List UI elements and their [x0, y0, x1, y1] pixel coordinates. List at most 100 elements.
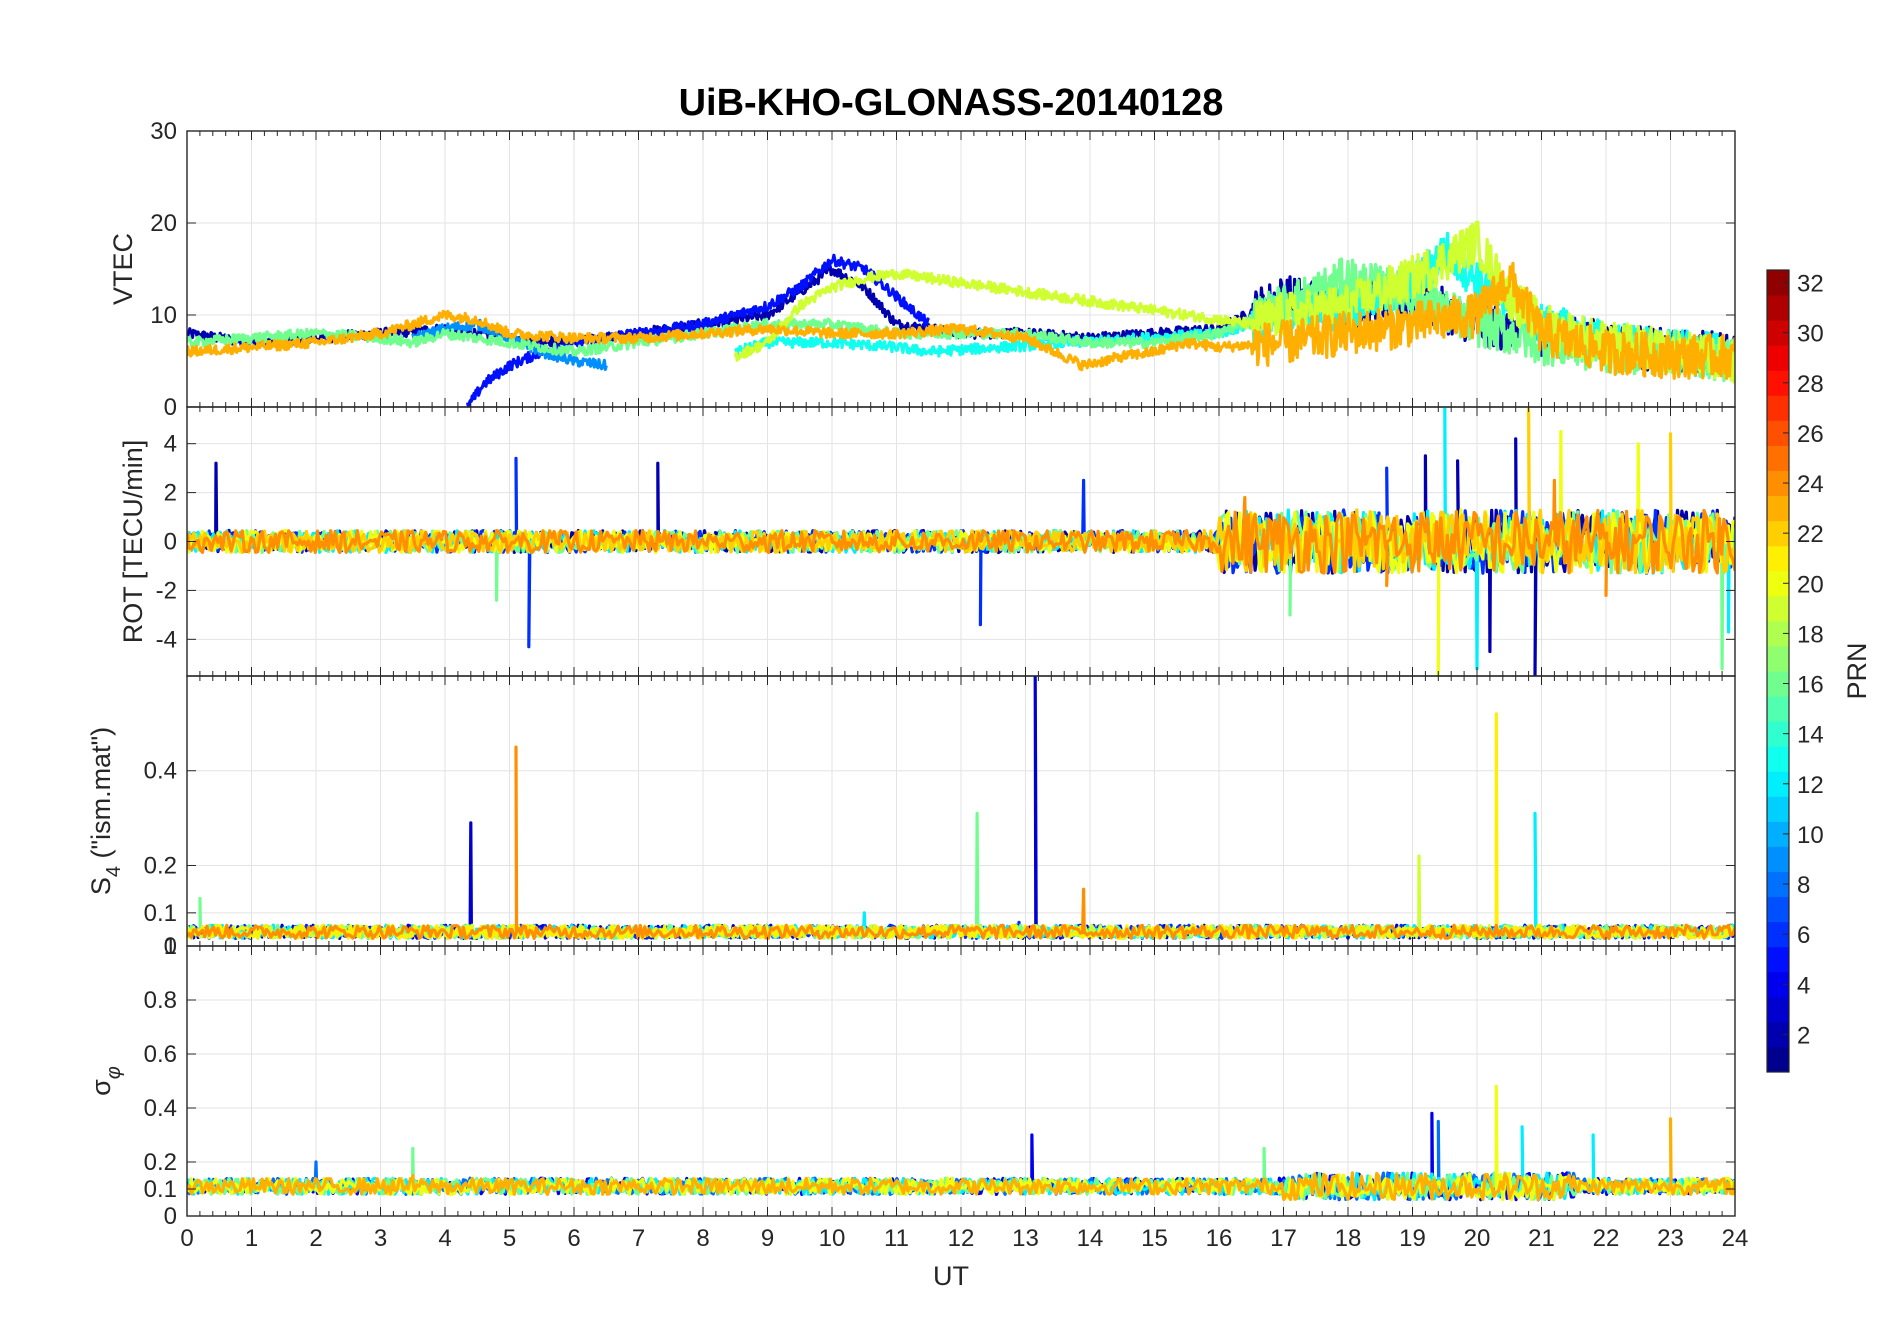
- x-tick-label: 10: [819, 1225, 846, 1252]
- y-tick-label: 0: [164, 394, 177, 421]
- colorbar-segment: [1767, 771, 1789, 797]
- colorbar-segment: [1767, 520, 1789, 547]
- series-sigma: [187, 1084, 1735, 1202]
- colorbar-segment: [1767, 796, 1789, 822]
- colorbar-segment: [1767, 320, 1789, 346]
- colorbar-tick-label: 32: [1797, 271, 1824, 298]
- colorbar-segment: [1767, 971, 1789, 998]
- colorbar-segment: [1767, 1021, 1789, 1048]
- colorbar-segment: [1767, 746, 1789, 772]
- series-vtec: [187, 220, 1735, 407]
- y-tick-label: 0: [164, 933, 177, 960]
- y-tick-label: 0: [164, 529, 177, 556]
- colorbar-segment: [1767, 395, 1789, 421]
- x-axis-label: UT: [933, 1261, 969, 1291]
- colorbar-segment: [1767, 545, 1789, 572]
- colorbar-tick-label: 26: [1797, 421, 1824, 448]
- colorbar-segment: [1767, 921, 1789, 948]
- y-axis-label-vtec: VTEC: [108, 233, 138, 305]
- x-tick-label: 0: [180, 1225, 193, 1252]
- y-tick-label: 30: [150, 118, 177, 145]
- y-ticks-s4: 0.1 0.2 0.4 0: [144, 758, 1735, 960]
- y-tick-label: 0.6: [144, 1041, 177, 1068]
- colorbar-segment: [1767, 846, 1789, 872]
- y-axis-label-s4: S4 ("ism.mat"): [86, 727, 125, 895]
- series-line-prn-23: [187, 261, 1735, 380]
- x-tick-label: 18: [1335, 1225, 1362, 1252]
- x-tick-label: 17: [1270, 1225, 1297, 1252]
- y-tick-label: 20: [150, 210, 177, 237]
- colorbar-tick-label: 28: [1797, 371, 1824, 398]
- x-tick-label: 14: [1077, 1225, 1104, 1252]
- colorbar-tick-label: 6: [1797, 922, 1810, 949]
- y-axis-label-rot: ROT [TECU/min]: [118, 440, 148, 644]
- y-tick-label: -2: [156, 577, 177, 604]
- colorbar-segment: [1767, 946, 1789, 973]
- x-tick-label: 24: [1722, 1225, 1749, 1252]
- y-tick-label: 0.1: [144, 1176, 177, 1203]
- colorbar-segment: [1767, 470, 1789, 497]
- colorbar-segment: [1767, 295, 1789, 321]
- colorbar-segment: [1767, 445, 1789, 471]
- x-tick-label: 2: [309, 1225, 322, 1252]
- y-ticks-sigma: 00.10.20.40.60.81: [144, 933, 1735, 1230]
- colorbar-segment: [1767, 721, 1789, 747]
- x-tick-label: 3: [374, 1225, 387, 1252]
- x-tick-label: 9: [761, 1225, 774, 1252]
- colorbar-tick-label: 22: [1797, 521, 1824, 548]
- colorbar-tick-label: 18: [1797, 621, 1824, 648]
- x-minor-ticks-sigma: [186, 946, 1736, 1216]
- colorbar-segment: [1767, 1046, 1789, 1073]
- x-tick-label: 23: [1657, 1225, 1684, 1252]
- colorbar-segment: [1767, 495, 1789, 522]
- x-tick-label: 13: [1012, 1225, 1039, 1252]
- colorbar-segment: [1767, 696, 1789, 722]
- x-tick-label: 22: [1593, 1225, 1620, 1252]
- y-tick-label: 0.2: [144, 1149, 177, 1176]
- colorbar-tick-label: 10: [1797, 822, 1824, 849]
- x-tick-label: 1: [245, 1225, 258, 1252]
- x-tick-label: 7: [632, 1225, 645, 1252]
- colorbar-box: [1766, 269, 1790, 1073]
- colorbar-segment: [1767, 595, 1789, 622]
- x-tick-label: 11: [884, 1225, 909, 1252]
- x-minor-ticks-rot: [186, 407, 1736, 676]
- y-tick-label: 4: [164, 431, 177, 458]
- y-tick-label: 0: [164, 1203, 177, 1230]
- x-minor-ticks-vtec: [186, 131, 1736, 407]
- x-tick-labels: 0 1 2 3 4 5 6 7 8 9 10 11 12 13 14 15 16 17 18 19 20 21 22 23 24: [180, 1225, 1748, 1252]
- panel-s4: 0.1 0.2 0.4 0 S4 ("ism.mat"): [86, 675, 1736, 960]
- colorbar-segment: [1767, 871, 1789, 898]
- x-tick-label: 8: [696, 1225, 709, 1252]
- colorbar-tick-label: 30: [1797, 321, 1824, 348]
- colorbar-tick-label: 20: [1797, 571, 1824, 598]
- x-tick-label: 6: [567, 1225, 580, 1252]
- colorbar-segment: [1767, 345, 1789, 371]
- series-line-prn-23: [187, 1117, 1735, 1202]
- panel-rot: -4 -2 0 2 4 ROT [TECU/min]: [118, 406, 1736, 677]
- y-axis-label-sigma: σφ: [86, 1066, 125, 1096]
- colorbar-tick-label: 8: [1797, 872, 1810, 899]
- colorbar-segment: [1767, 645, 1789, 672]
- series-line-prn-24: [187, 478, 1735, 597]
- colorbar-segment: [1767, 370, 1789, 396]
- x-tick-label: 19: [1399, 1225, 1426, 1252]
- colorbar-tick-label: 12: [1797, 772, 1824, 799]
- x-tick-label: 12: [948, 1225, 975, 1252]
- colorbar-tick-label: 16: [1797, 672, 1824, 699]
- x-tick-label: 16: [1206, 1225, 1233, 1252]
- y-tick-label: 0.2: [144, 852, 177, 879]
- y-tick-label: -4: [156, 626, 177, 653]
- colorbar-segment: [1767, 996, 1789, 1023]
- colorbar-tick-label: 14: [1797, 722, 1824, 749]
- x-tick-label: 20: [1464, 1225, 1491, 1252]
- colorbar-tick-label: 24: [1797, 471, 1824, 498]
- y-tick-label: 0.4: [144, 1095, 177, 1122]
- colorbar-label: PRN: [1842, 642, 1872, 699]
- y-tick-label: 0.4: [144, 758, 177, 785]
- x-tick-label: 15: [1141, 1225, 1168, 1252]
- series-line-prn-24: [187, 745, 1735, 940]
